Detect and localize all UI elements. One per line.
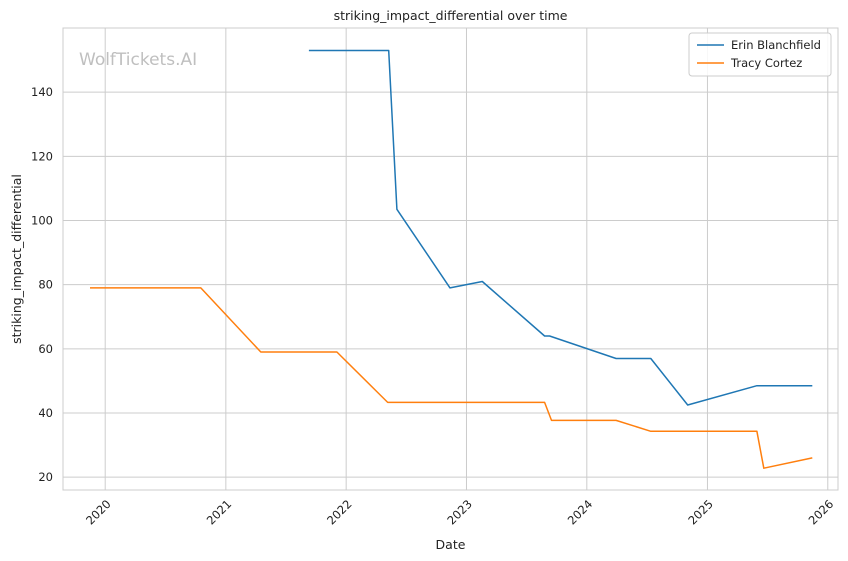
x-axis-label: Date (436, 537, 466, 552)
x-tick-label: 2020 (83, 497, 114, 528)
series-line-tracy-cortez (90, 287, 813, 469)
watermark-text: WolfTickets.AI (79, 50, 197, 70)
legend-label-erin-blanchfield: Erin Blanchfield (731, 38, 821, 52)
plot-frame (62, 27, 839, 491)
y-tick-label: 20 (38, 470, 53, 484)
x-tick-label: 2021 (204, 497, 235, 528)
series-lines (90, 49, 813, 469)
x-tick-label: 2023 (444, 497, 475, 528)
series-line-erin-blanchfield (308, 49, 813, 406)
chart-title: striking_impact_differential over time (334, 8, 568, 23)
legend: Erin Blanchfield Tracy Cortez (688, 32, 832, 77)
x-tick-label: 2024 (565, 497, 596, 528)
x-axis-ticks: 2020 2021 2022 2023 2024 2025 2026 (83, 497, 836, 528)
x-tick-label: 2026 (806, 497, 837, 528)
y-tick-label: 140 (31, 85, 53, 99)
y-tick-label: 100 (31, 214, 53, 228)
grid-lines (63, 28, 838, 490)
y-tick-label: 120 (31, 149, 53, 163)
y-tick-label: 60 (38, 342, 53, 356)
x-tick-label: 2022 (324, 497, 355, 528)
y-axis-label: striking_impact_differential (9, 174, 24, 344)
y-tick-label: 40 (38, 406, 53, 420)
x-tick-label: 2025 (685, 497, 716, 528)
y-tick-label: 80 (38, 278, 53, 292)
legend-box (688, 32, 832, 77)
y-axis-ticks: 20 40 60 80 100 120 140 (31, 85, 53, 484)
legend-label-tracy-cortez: Tracy Cortez (730, 56, 802, 70)
